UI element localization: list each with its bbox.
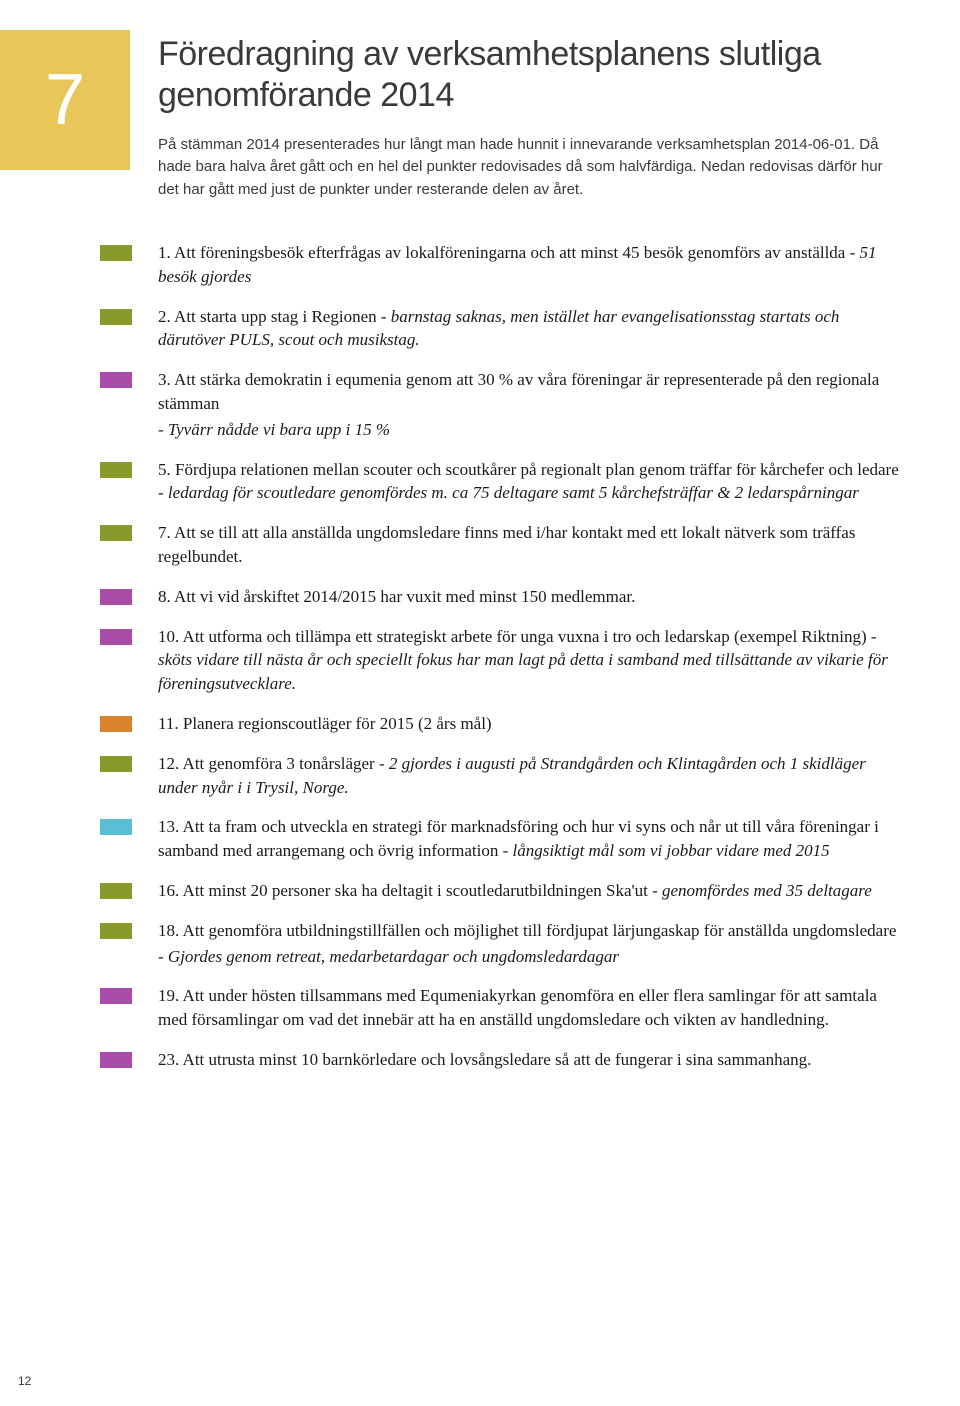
color-swatch: [100, 756, 132, 772]
color-swatch: [100, 525, 132, 541]
color-swatch: [100, 883, 132, 899]
list-item: 3. Att stärka demokratin i equmenia geno…: [100, 368, 900, 441]
item-text: 19. Att under hösten tillsammans med Equ…: [158, 984, 900, 1032]
color-swatch: [100, 819, 132, 835]
list-item: 19. Att under hösten tillsammans med Equ…: [100, 984, 900, 1032]
list-item: 7. Att se till att alla anställda ungdom…: [100, 521, 900, 569]
item-text: 12. Att genomföra 3 tonårsläger - 2 gjor…: [158, 752, 900, 800]
item-italic-text: genomfördes med 35 deltagare: [658, 881, 872, 900]
intro-paragraph: På stämman 2014 presenterades hur långt …: [158, 134, 900, 202]
item-main-text: 18. Att genomföra utbildningstillfällen …: [158, 921, 896, 940]
list-item: 23. Att utrusta minst 10 barnkörledare o…: [100, 1048, 900, 1072]
item-main-text: 7. Att se till att alla anställda ungdom…: [158, 523, 855, 566]
list-item: 10. Att utforma och tillämpa ett strateg…: [100, 625, 900, 696]
header-row: 7 Föredragning av verksamhetsplanens slu…: [0, 30, 900, 201]
item-text: 5. Fördjupa relationen mellan scouter oc…: [158, 458, 900, 506]
section-number-box: 7: [0, 30, 130, 170]
list-item: 13. Att ta fram och utveckla en strategi…: [100, 815, 900, 863]
item-main-text: 10. Att utforma och tillämpa ett strateg…: [158, 627, 877, 646]
color-swatch: [100, 629, 132, 645]
color-swatch: [100, 372, 132, 388]
item-text: 13. Att ta fram och utveckla en strategi…: [158, 815, 900, 863]
list-item: 2. Att starta upp stag i Regionen - barn…: [100, 305, 900, 353]
item-text: 10. Att utforma och tillämpa ett strateg…: [158, 625, 900, 696]
item-text: 23. Att utrusta minst 10 barnkörledare o…: [158, 1048, 900, 1072]
item-text: 16. Att minst 20 personer ska ha deltagi…: [158, 879, 900, 903]
item-italic-text: ledardag för scoutledare genomfördes m. …: [164, 483, 859, 502]
item-italic-text: långsiktigt mål som vi jobbar vidare med…: [508, 841, 829, 860]
list-item: 5. Fördjupa relationen mellan scouter oc…: [100, 458, 900, 506]
item-text: 8. Att vi vid årskiftet 2014/2015 har vu…: [158, 585, 900, 609]
list-item: 12. Att genomföra 3 tonårsläger - 2 gjor…: [100, 752, 900, 800]
item-main-text: 8. Att vi vid årskiftet 2014/2015 har vu…: [158, 587, 635, 606]
item-sub-italic: - Gjordes genom retreat, medarbetardagar…: [158, 945, 900, 969]
color-swatch: [100, 309, 132, 325]
color-swatch: [100, 589, 132, 605]
item-text: 11. Planera regionscoutläger för 2015 (2…: [158, 712, 900, 736]
header-text-block: Föredragning av verksamhetsplanens slutl…: [158, 30, 900, 201]
color-swatch: [100, 923, 132, 939]
item-main-text: 11. Planera regionscoutläger för 2015 (2…: [158, 714, 492, 733]
item-text: 3. Att stärka demokratin i equmenia geno…: [158, 368, 900, 441]
list-item: 16. Att minst 20 personer ska ha deltagi…: [100, 879, 900, 903]
section-title: Föredragning av verksamhetsplanens slutl…: [158, 34, 900, 116]
document-page: 7 Föredragning av verksamhetsplanens slu…: [0, 0, 960, 1118]
list-item: 11. Planera regionscoutläger för 2015 (2…: [100, 712, 900, 736]
item-sub-italic: - Tyvärr nådde vi bara upp i 15 %: [158, 418, 900, 442]
item-main-text: 2. Att starta upp stag i Regionen: [158, 307, 377, 326]
item-italic-text: sköts vidare till nästa år och speciellt…: [158, 650, 888, 693]
color-swatch: [100, 716, 132, 732]
page-number: 12: [18, 1374, 31, 1388]
color-swatch: [100, 462, 132, 478]
list-item: 8. Att vi vid årskiftet 2014/2015 har vu…: [100, 585, 900, 609]
item-main-text: 23. Att utrusta minst 10 barnkörledare o…: [158, 1050, 811, 1069]
item-text: 2. Att starta upp stag i Regionen - barn…: [158, 305, 900, 353]
color-swatch: [100, 988, 132, 1004]
color-swatch: [100, 1052, 132, 1068]
color-swatch: [100, 245, 132, 261]
item-text: 1. Att föreningsbesök efterfrågas av lok…: [158, 241, 900, 289]
item-main-text: 16. Att minst 20 personer ska ha deltagi…: [158, 881, 658, 900]
item-main-text: 12. Att genomföra 3 tonårsläger -: [158, 754, 385, 773]
item-main-text: 3. Att stärka demokratin i equmenia geno…: [158, 370, 879, 413]
items-list: 1. Att föreningsbesök efterfrågas av lok…: [100, 241, 900, 1072]
item-main-text: 19. Att under hösten tillsammans med Equ…: [158, 986, 877, 1029]
list-item: 18. Att genomföra utbildningstillfällen …: [100, 919, 900, 969]
item-text: 7. Att se till att alla anställda ungdom…: [158, 521, 900, 569]
item-main-text: 1. Att föreningsbesök efterfrågas av lok…: [158, 243, 845, 262]
list-item: 1. Att föreningsbesök efterfrågas av lok…: [100, 241, 900, 289]
item-text: 18. Att genomföra utbildningstillfällen …: [158, 919, 900, 969]
